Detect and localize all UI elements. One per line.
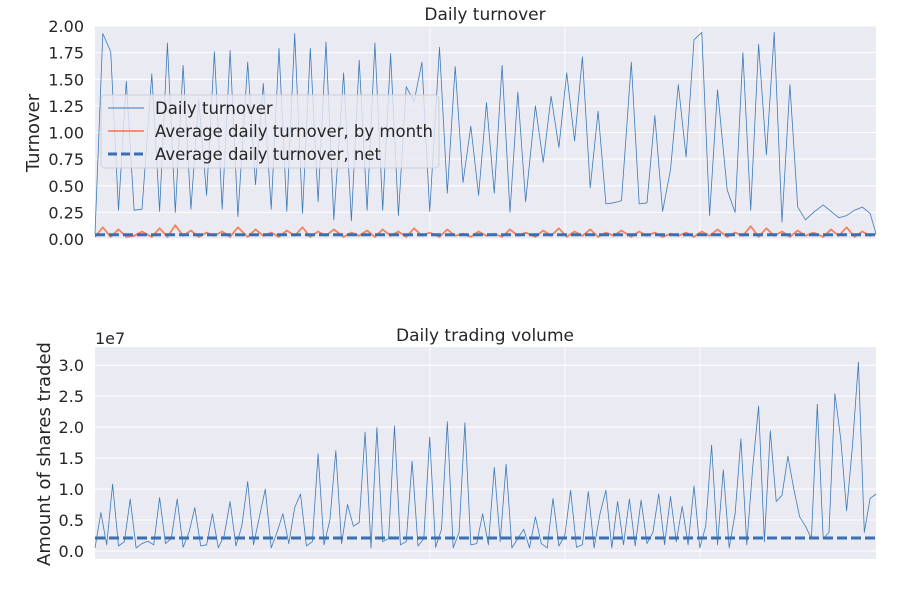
legend-label-net-average: Average daily turnover, net [155, 145, 382, 164]
turnover-legend: Daily turnover Average daily turnover, b… [100, 94, 440, 169]
turnover-subplot: 0.00 0.25 0.50 0.75 1.00 1.25 1.50 1.75 2.00 Dai… [23, 5, 877, 249]
volume-ytick-2: 1.0 [59, 480, 84, 499]
volume-subplot: 0.0 0.5 1.0 1.5 2.0 2.5 3.0 Daily trading volu… [34, 326, 877, 566]
legend-label-daily-turnover: Daily turnover [155, 99, 273, 118]
volume-y-axis-label: Amount of shares traded [34, 342, 55, 566]
turnover-title: Daily turnover [424, 5, 545, 25]
turnover-ytick-2: 0.50 [48, 177, 84, 196]
turnover-ytick-0: 0.00 [48, 230, 84, 249]
volume-ytick-0: 0.0 [59, 542, 84, 561]
volume-ytick-6: 3.0 [59, 356, 84, 375]
volume-scale-label: 1e7 [95, 329, 125, 348]
turnover-y-ticks: 0.00 0.25 0.50 0.75 1.00 1.25 1.50 1.75 2.00 [48, 17, 84, 249]
turnover-ytick-5: 1.25 [48, 97, 84, 116]
turnover-ytick-6: 1.50 [48, 70, 84, 89]
volume-gridlines [95, 347, 876, 559]
volume-ytick-5: 2.5 [59, 387, 84, 406]
volume-y-ticks: 0.0 0.5 1.0 1.5 2.0 2.5 3.0 [59, 356, 84, 561]
volume-ytick-1: 0.5 [59, 511, 84, 530]
turnover-y-axis-label: Turnover [23, 93, 44, 173]
volume-title: Daily trading volume [396, 326, 574, 346]
turnover-ytick-7: 1.75 [48, 44, 84, 63]
turnover-ytick-1: 0.25 [48, 203, 84, 222]
turnover-ytick-4: 1.00 [48, 124, 84, 143]
turnover-ytick-8: 2.00 [48, 17, 84, 36]
volume-ytick-3: 1.5 [59, 449, 84, 468]
legend-label-monthly-average: Average daily turnover, by month [155, 122, 433, 141]
volume-series-0-line [94, 361, 877, 549]
volume-series [94, 361, 877, 549]
legend-box [100, 94, 440, 169]
turnover-ytick-3: 0.75 [48, 150, 84, 169]
volume-ytick-4: 2.0 [59, 418, 84, 437]
